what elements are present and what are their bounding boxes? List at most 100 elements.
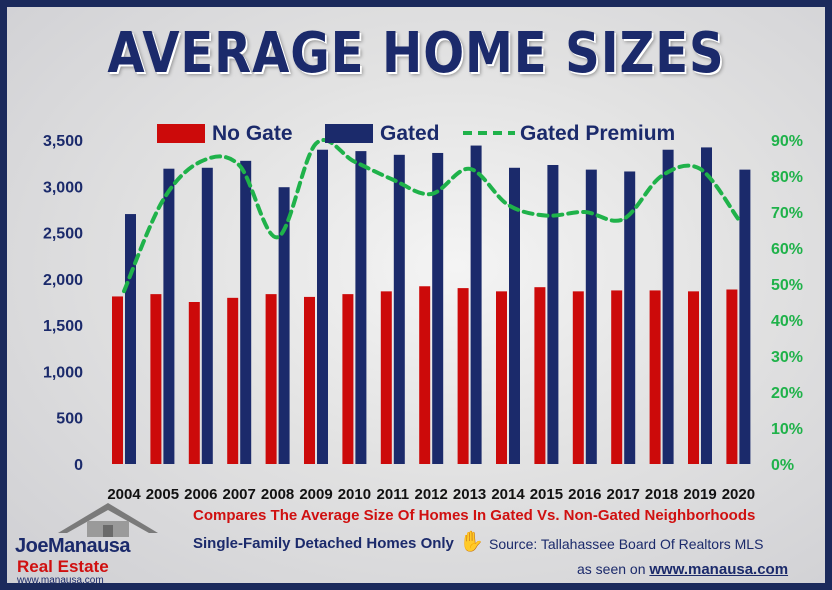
y-tick-right-label: 10% [771,421,803,438]
bar-no-gate-2011 [380,291,392,464]
bar-gated-2005 [163,168,175,464]
bar-gated-2013 [470,145,482,464]
bar-gated-2007 [240,160,252,465]
premium-point-2010 [353,161,355,163]
y-tick-left-label: 3,000 [43,179,83,196]
bar-no-gate-2007 [227,297,239,464]
premium-point-2011 [392,179,394,181]
compare-note: Compares The Average Size Of Homes In Ga… [193,507,756,524]
y-tick-left-label: 1,000 [43,364,83,381]
y-tick-right-label: 80% [771,169,803,186]
bar-gated-2009 [317,149,328,464]
legend-swatch-no-gate [157,124,205,143]
x-tick-label: 2009 [299,486,332,503]
logo-name: JoeManausa [15,535,131,557]
scope-note: Single-Family Detached Homes Only [193,535,454,552]
y-tick-right-label: 20% [771,385,803,402]
bar-gated-2017 [624,171,636,464]
premium-point-2012 [430,193,432,195]
x-tick-label: 2015 [530,486,563,503]
y-tick-right-label: 30% [771,349,803,366]
bar-no-gate-2014 [496,291,507,464]
bar-gated-2020 [739,169,751,464]
x-tick-label: 2010 [338,486,371,503]
bar-no-gate-2010 [342,294,354,464]
bar-no-gate-2005 [150,294,162,464]
legend: No Gate Gated Gated Premium [157,122,675,145]
y-tick-left-label: 2,500 [43,226,83,243]
bar-no-gate-2015 [534,287,546,464]
y-tick-right-label: 60% [771,241,803,258]
y-tick-left-label: 0 [74,457,83,474]
bar-gated-2015 [547,164,559,464]
x-tick-label: 2011 [377,486,410,503]
y-tick-right-label: 70% [771,205,803,222]
premium-line-layer [122,138,741,294]
legend-label-premium: Gated Premium [520,122,675,145]
source-note: Source: Tallahassee Board Of Realtors ML… [489,536,764,552]
premium-point-2016 [584,211,586,213]
chart-title: AVERAGE HOME SIZES [107,21,725,86]
bar-no-gate-2006 [188,302,200,464]
y-tick-right-label: 50% [771,277,803,294]
x-tick-label: 2005 [146,486,179,503]
ticks-layer: 2004 2005 2006 2007 2008 2009 2010 2011 2012 2013… [43,133,803,503]
x-tick-label: 2013 [453,486,486,503]
premium-point-2017 [622,218,624,220]
seen-on-note: as seen on www.manausa.com [577,561,788,578]
premium-point-2009 [315,143,317,145]
y-tick-right-label: 40% [771,313,803,330]
logo-subtitle: Real Estate [17,557,109,576]
premium-point-2005 [161,200,163,202]
x-tick-label: 2006 [184,486,217,503]
y-tick-left-label: 1,500 [43,318,83,335]
chart-svg: 2004 2005 2006 2007 2008 2009 2010 2011 2012 2013… [43,122,803,503]
premium-point-2018 [661,175,663,177]
bar-no-gate-2008 [265,294,277,464]
seen-prefix: as seen on [577,561,646,577]
y-tick-left-label: 500 [56,411,83,428]
premium-point-2020 [737,218,739,220]
bar-no-gate-2004 [112,296,123,464]
legend-label-gated: Gated [380,122,440,145]
bar-no-gate-2019 [688,291,699,464]
legend-swatch-gated [325,124,373,143]
y-tick-right-label: 0% [771,457,794,474]
legend-label-no-gate: No Gate [212,122,293,145]
y-tick-left-label: 2,000 [43,272,83,289]
x-tick-label: 2020 [722,486,755,503]
seen-url-link[interactable]: www.manausa.com [649,561,789,578]
y-tick-right-label: 90% [771,133,803,150]
y-tick-left-label: 3,500 [43,133,83,150]
x-tick-label: 2017 [607,486,640,503]
premium-point-2013 [469,168,471,170]
premium-point-2008 [277,236,279,238]
x-tick-label: 2012 [415,486,448,503]
x-tick-label: 2016 [568,486,601,503]
bar-gated-2011 [393,154,405,464]
premium-point-2015 [545,215,547,217]
x-tick-label: 2007 [223,486,256,503]
bars-layer [112,145,751,465]
bar-gated-2006 [201,167,213,464]
bar-gated-2014 [509,167,520,464]
premium-point-2014 [507,204,509,206]
x-tick-label: 2018 [645,486,678,503]
bar-gated-2018 [662,149,674,464]
x-tick-label: 2019 [683,486,716,503]
bar-no-gate-2012 [419,286,431,464]
bar-gated-2019 [701,147,712,465]
premium-point-2004 [123,290,125,292]
premium-point-2019 [699,168,701,170]
premium-point-2006 [200,161,202,163]
bar-gated-2004 [125,214,136,464]
bar-no-gate-2016 [572,291,584,464]
x-tick-label: 2008 [261,486,294,503]
bar-gated-2012 [432,152,444,464]
bar-no-gate-2018 [649,290,661,464]
gated-premium-line [122,138,741,294]
bar-no-gate-2017 [611,290,623,464]
bar-no-gate-2020 [726,289,738,464]
bar-gated-2010 [355,151,367,464]
